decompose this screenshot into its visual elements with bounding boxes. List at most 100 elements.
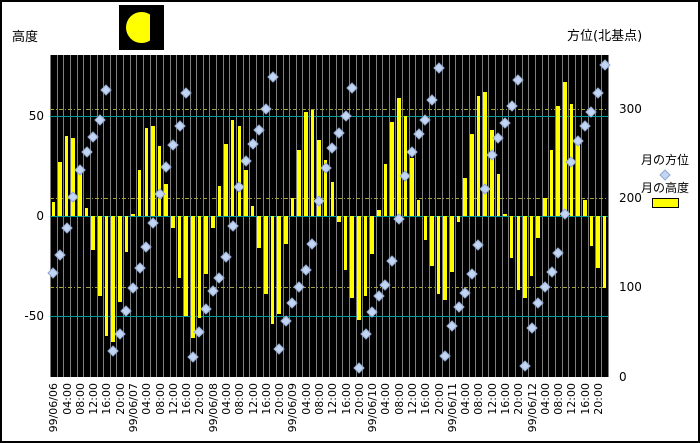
x-tick-label: 12:00 (326, 383, 340, 415)
x-tick-label: 12:00 (565, 383, 579, 415)
altitude-bar (443, 215, 448, 300)
x-tick-label: 12:00 (406, 383, 420, 415)
altitude-bar (131, 213, 135, 216)
altitude-bar (383, 163, 388, 216)
altitude-bar (244, 169, 248, 216)
altitude-bar (450, 215, 454, 272)
altitude-bar (290, 197, 295, 216)
y-tick-label-right: 300 (619, 101, 642, 116)
altitude-bar (84, 207, 89, 216)
altitude-bar (483, 91, 487, 216)
altitude-bar (350, 215, 355, 298)
x-tick-label: 08:00 (392, 383, 406, 415)
x-tick-label: 20:00 (432, 383, 446, 415)
altitude-bar (237, 125, 242, 216)
grid-line-vertical (608, 55, 609, 377)
altitude-bar (270, 215, 275, 324)
x-tick-label: 12:00 (166, 383, 180, 415)
altitude-bar (91, 215, 95, 250)
altitude-bar (470, 133, 474, 216)
x-tick-label: 08:00 (153, 383, 167, 415)
altitude-bar (144, 127, 149, 216)
altitude-bar (78, 173, 82, 216)
x-tick-label: 20:00 (512, 383, 526, 415)
grid-line-altitude (50, 215, 608, 217)
x-tick-label: 99/06/06 (47, 383, 61, 433)
grid-line-altitude (50, 115, 608, 117)
x-tick-label: 04:00 (379, 383, 393, 415)
altitude-bar (396, 97, 401, 216)
altitude-bar (377, 209, 381, 216)
altitude-bar (164, 183, 169, 216)
altitude-bar (596, 215, 600, 268)
x-tick-label: 16:00 (180, 383, 194, 415)
altitude-bar (489, 129, 494, 216)
y-tick-label-right: 0 (619, 369, 627, 384)
x-tick-label: 12:00 (485, 383, 499, 415)
x-tick-label: 04:00 (299, 383, 313, 415)
y-tick-label-left: 50 (28, 108, 44, 123)
altitude-bar (157, 145, 162, 216)
x-tick-label: 08:00 (233, 383, 247, 415)
altitude-bar (410, 157, 414, 216)
altitude-bar (111, 215, 115, 342)
x-tick-label: 99/06/11 (445, 383, 459, 433)
altitude-bar (257, 215, 262, 248)
altitude-bar (303, 111, 308, 216)
legend-altitude-label: 月の高度 (640, 181, 689, 195)
altitude-bar (64, 135, 69, 216)
altitude-bar (210, 215, 215, 228)
grid-line-azimuth (50, 198, 608, 199)
altitude-bar (151, 125, 155, 216)
altitude-bar (529, 215, 534, 276)
altitude-bar (277, 215, 281, 314)
altitude-bar (476, 95, 481, 216)
x-tick-label: 12:00 (87, 383, 101, 415)
x-tick-label: 08:00 (552, 383, 566, 415)
altitude-bar (496, 173, 501, 216)
azimuth-marker-icon (659, 169, 671, 181)
altitude-bar (204, 215, 208, 274)
plot-area (47, 55, 611, 377)
altitude-bar (423, 215, 428, 240)
altitude-bar (137, 169, 142, 216)
x-tick-label: 08:00 (472, 383, 486, 415)
altitude-bar (430, 215, 434, 266)
altitude-bar (536, 215, 541, 238)
x-tick-label: 04:00 (538, 383, 552, 415)
altitude-bar (117, 215, 122, 302)
x-tick-label: 16:00 (339, 383, 353, 415)
x-tick-label: 04:00 (60, 383, 74, 415)
x-tick-label: 16:00 (578, 383, 592, 415)
altitude-bar (217, 185, 222, 216)
altitude-bar (563, 81, 567, 216)
altitude-bar (184, 215, 188, 316)
x-tick-label: 04:00 (220, 383, 234, 415)
x-tick-label: 16:00 (259, 383, 273, 415)
altitude-bar (58, 161, 62, 216)
altitude-bar (589, 215, 594, 246)
altitude-bar (297, 149, 301, 216)
left-axis-title: 高度 (12, 30, 39, 45)
altitude-bar (171, 215, 175, 228)
x-tick-label: 99/06/08 (206, 383, 220, 433)
altitude-bar (363, 215, 368, 296)
altitude-bar (124, 215, 129, 252)
altitude-bar (543, 197, 547, 216)
altitude-bar (264, 215, 268, 294)
x-tick-label: 04:00 (140, 383, 154, 415)
x-tick-label: 08:00 (73, 383, 87, 415)
altitude-bar (509, 215, 514, 258)
x-tick-label: 99/06/12 (525, 383, 539, 433)
altitude-bar (602, 215, 607, 288)
x-tick-label: 08:00 (313, 383, 327, 415)
altitude-bar (523, 215, 527, 298)
altitude-bar (224, 143, 228, 216)
altitude-bar (463, 177, 467, 216)
altitude-bar (456, 215, 461, 222)
grid-line-azimuth (50, 287, 608, 289)
altitude-bar (370, 215, 374, 254)
altitude-bar (343, 215, 348, 270)
y-tick-label-right: 100 (619, 280, 642, 295)
altitude-bar (323, 159, 328, 216)
